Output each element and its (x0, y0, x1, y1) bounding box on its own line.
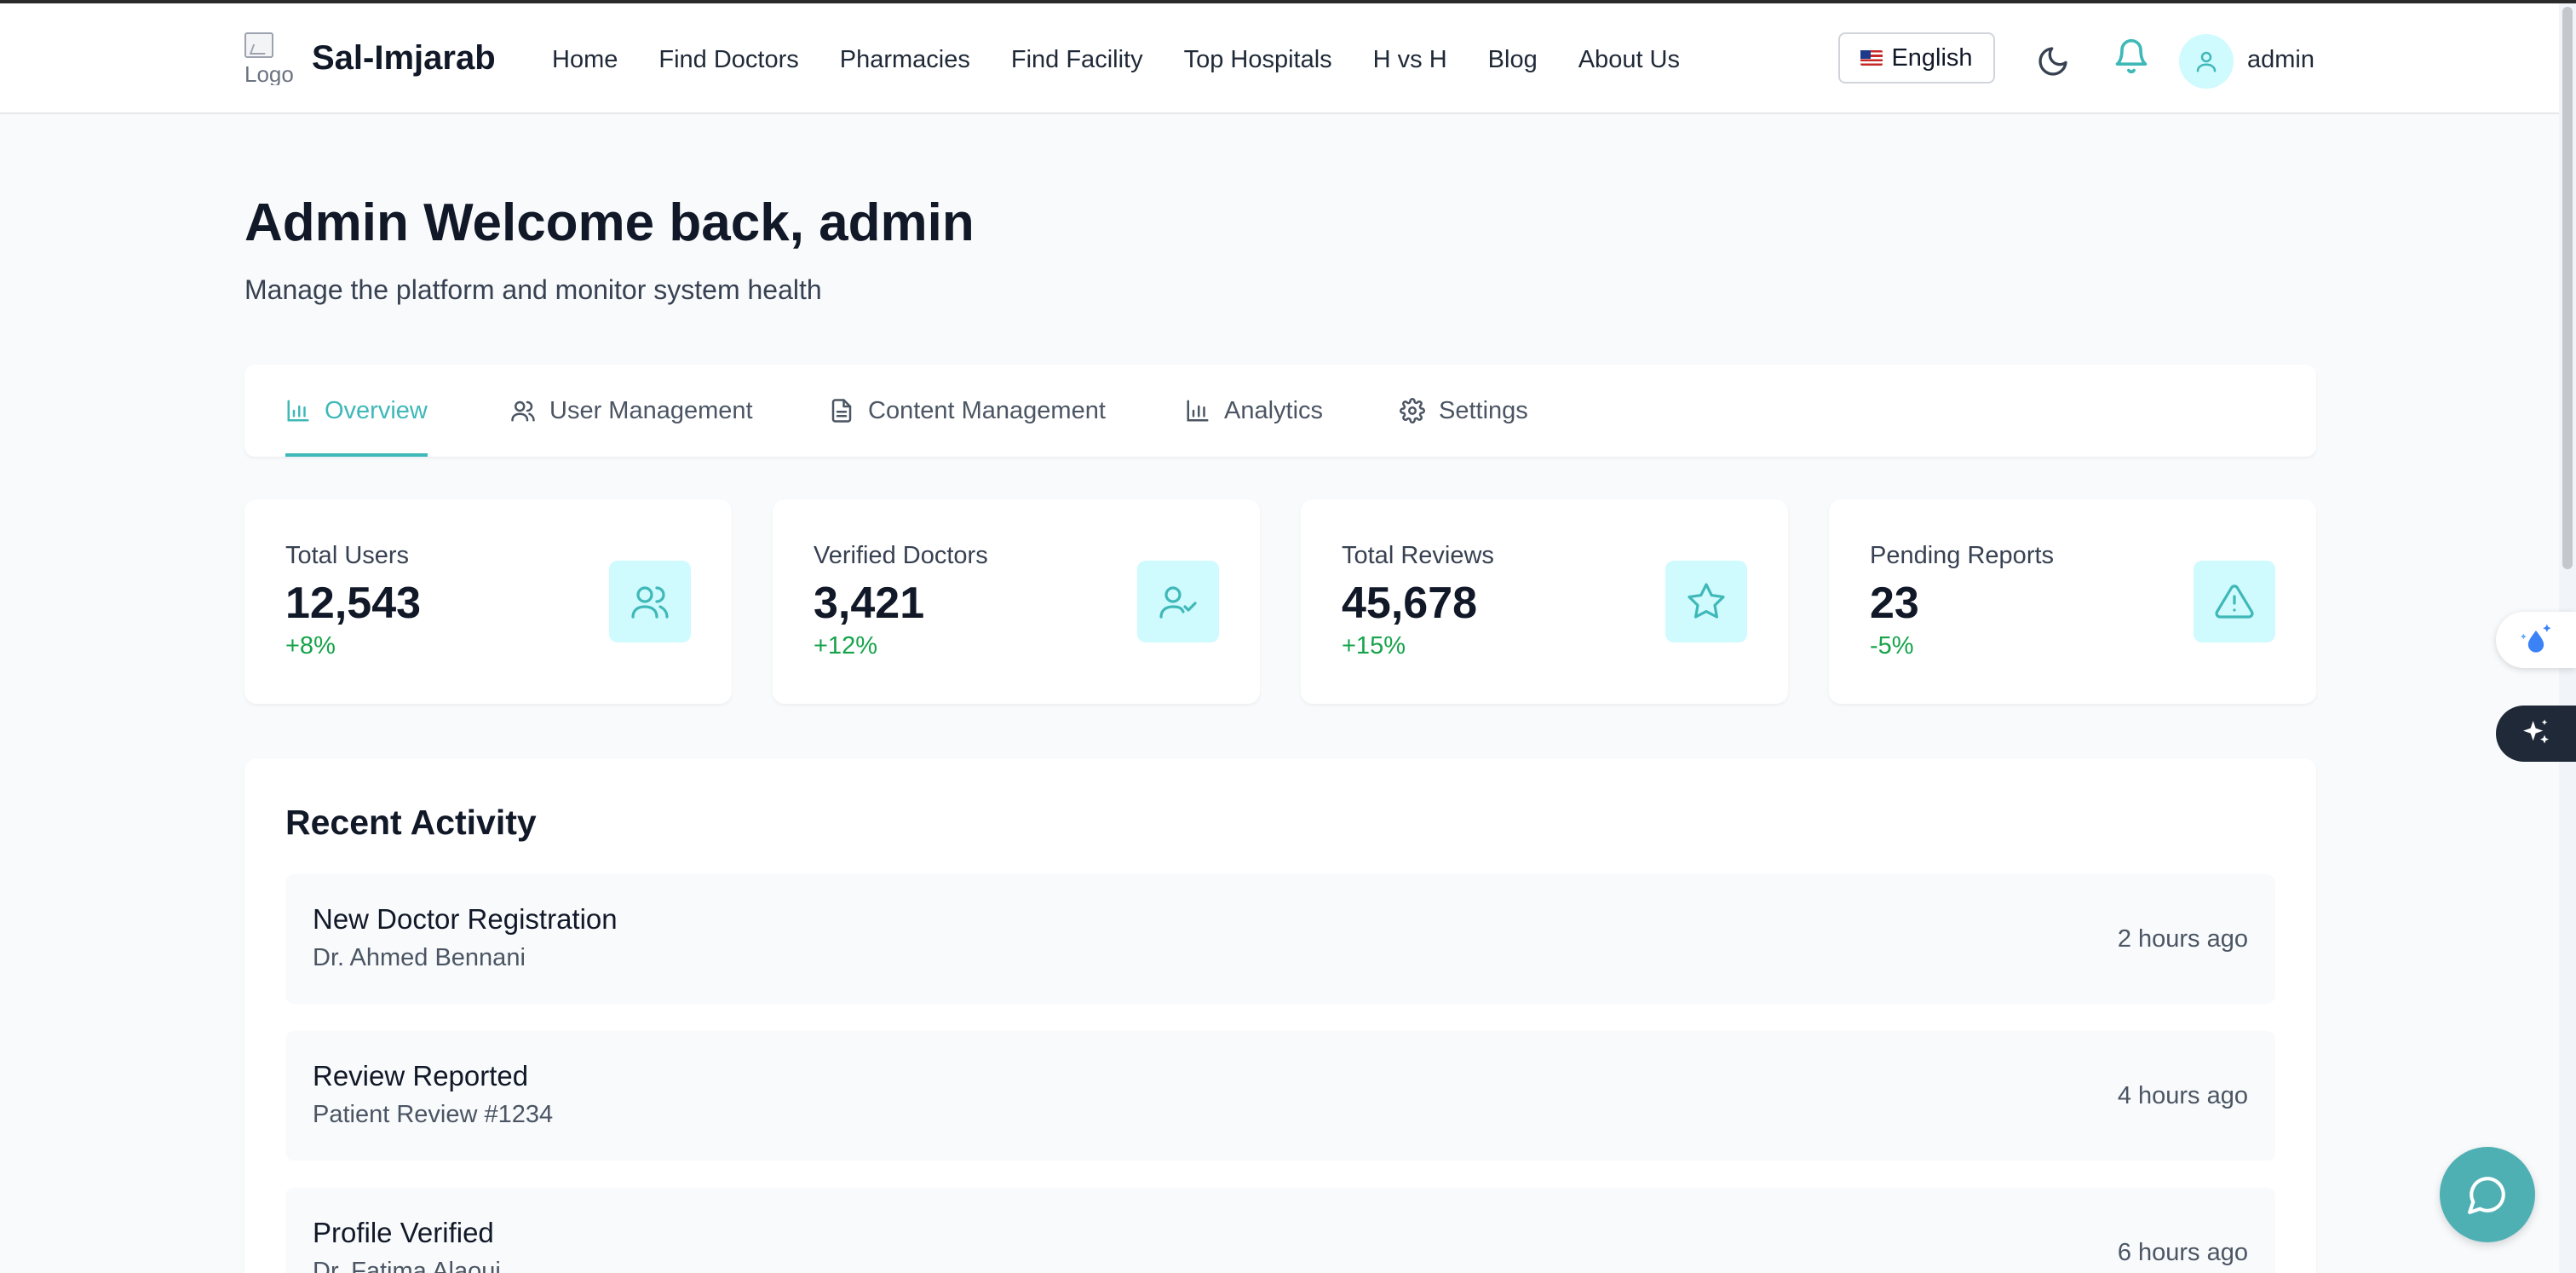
brand-name[interactable]: Sal-Imjarab (312, 39, 496, 77)
stat-value: 23 (1870, 579, 1919, 628)
stat-change: -5% (1870, 632, 1914, 660)
nav-home[interactable]: Home (552, 46, 618, 73)
tab-content-management[interactable]: Content Management (829, 365, 1106, 457)
tab-overview[interactable]: Overview (285, 365, 428, 457)
recent-activity-panel: Recent Activity New Doctor Registration … (244, 758, 2316, 1273)
avatar[interactable] (2179, 34, 2234, 89)
us-flag-icon (1860, 50, 1883, 66)
top-navbar: Logo Sal-Imjarab Home Find Doctors Pharm… (0, 3, 2576, 114)
activity-title: Review Reported (313, 1060, 529, 1092)
user-name[interactable]: admin (2247, 46, 2314, 73)
stat-label: Total Users (285, 542, 410, 569)
stat-card-pending-reports: Pending Reports 23 -5% (1829, 499, 2316, 704)
activity-title: New Doctor Registration (313, 903, 618, 935)
drop-sparkle-icon (2521, 624, 2551, 653)
chat-bubble-icon (2468, 1177, 2505, 1214)
tab-label: Settings (1439, 396, 1528, 424)
nav-find-doctors[interactable]: Find Doctors (658, 46, 799, 73)
stat-card-verified-doctors: Verified Doctors 3,421 +12% (773, 499, 1260, 704)
stat-label: Total Reviews (1342, 542, 1494, 569)
user-check-icon (1137, 561, 1219, 642)
sparkles-icon (2523, 719, 2549, 744)
page-subtitle: Manage the platform and monitor system h… (244, 274, 822, 305)
scrollbar-thumb[interactable] (2562, 7, 2573, 569)
logo-image[interactable]: Logo (244, 32, 301, 85)
stat-card-total-users: Total Users 12,543 +8% (244, 499, 732, 704)
dashboard-tabs: Overview User Management Content Managem… (244, 365, 2316, 457)
star-icon (1665, 561, 1747, 642)
activity-subtitle: Patient Review #1234 (313, 1101, 554, 1128)
file-icon (831, 399, 852, 423)
nav-blog[interactable]: Blog (1487, 46, 1538, 73)
stat-label: Verified Doctors (814, 542, 988, 569)
stat-card-total-reviews: Total Reviews 45,678 +15% (1301, 499, 1788, 704)
stat-change: +15% (1342, 632, 1406, 660)
user-icon (2196, 51, 2217, 72)
nav-pharmacies[interactable]: Pharmacies (839, 46, 970, 73)
tab-label: Content Management (868, 396, 1106, 424)
nav-about-us[interactable]: About Us (1578, 46, 1681, 73)
chat-button[interactable] (2440, 1147, 2535, 1242)
alert-triangle-icon (2194, 561, 2275, 642)
nav-top-hospitals[interactable]: Top Hospitals (1183, 46, 1332, 73)
moon-icon[interactable] (2036, 44, 2070, 78)
accessibility-widget-button[interactable] (2496, 612, 2576, 668)
stat-value: 12,543 (285, 579, 422, 628)
users-icon (609, 561, 691, 642)
tab-label: Overview (325, 396, 428, 424)
activity-title: Profile Verified (313, 1217, 494, 1248)
nav-find-facility[interactable]: Find Facility (1010, 46, 1143, 73)
activity-subtitle: Dr. Ahmed Bennani (313, 944, 526, 971)
broken-image-icon (244, 32, 273, 58)
language-label: English (1891, 43, 1973, 72)
tab-settings[interactable]: Settings (1400, 365, 1528, 457)
list-item[interactable]: Review Reported Patient Review #1234 4 h… (285, 1031, 2275, 1161)
activity-time: 4 hours ago (2117, 1082, 2248, 1109)
stat-label: Pending Reports (1870, 542, 2055, 569)
page-title: Admin Welcome back, admin (244, 193, 975, 252)
stat-value: 45,678 (1342, 579, 1478, 628)
list-item[interactable]: New Doctor Registration Dr. Ahmed Bennan… (285, 874, 2275, 1004)
activity-time: 6 hours ago (2117, 1239, 2248, 1266)
list-item[interactable]: Profile Verified Dr. Fatima Alaoui 6 hou… (285, 1188, 2275, 1273)
window-top-border (0, 0, 2576, 3)
users-icon (511, 400, 535, 422)
activity-subtitle: Dr. Fatima Alaoui (313, 1258, 501, 1273)
tab-label: Analytics (1224, 396, 1324, 424)
tab-label: User Management (549, 396, 753, 424)
tab-user-management[interactable]: User Management (510, 365, 753, 457)
activity-time: 2 hours ago (2117, 925, 2248, 953)
stat-change: +12% (814, 632, 877, 660)
language-selector[interactable]: English (1838, 32, 1995, 84)
bar-chart-icon (287, 400, 309, 422)
tab-analytics[interactable]: Analytics (1185, 365, 1323, 457)
stat-value: 3,421 (814, 579, 925, 628)
bell-icon[interactable] (2113, 36, 2150, 77)
gear-icon (1400, 398, 1425, 423)
bar-chart-icon (1187, 400, 1209, 422)
main-nav: Home Find Doctors Pharmacies Find Facili… (552, 46, 1721, 74)
nav-h-vs-h[interactable]: H vs H (1372, 46, 1447, 73)
stat-change: +8% (285, 632, 336, 660)
logo-alt-text: Logo (244, 61, 294, 85)
section-title: Recent Activity (285, 803, 537, 842)
ai-assistant-button[interactable] (2496, 706, 2576, 762)
